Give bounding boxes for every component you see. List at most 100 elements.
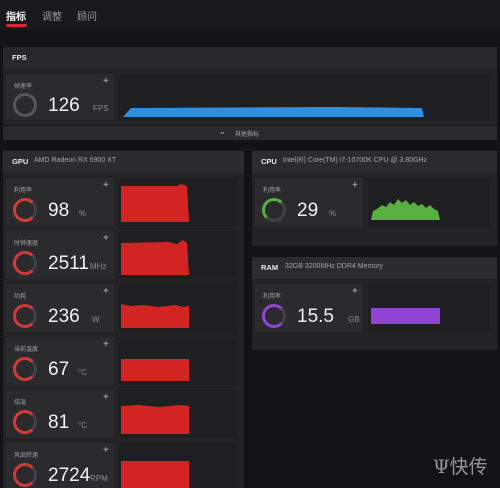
fps-gauge-icon [13, 93, 37, 117]
cpu-utilization-graph-fill [371, 199, 440, 220]
ram-utilization-value: 15.5 [297, 306, 334, 327]
gpu-junction-temp-unit: °C [78, 421, 87, 430]
ram-utilization-card[interactable]: 利用率 + 15.5 GB [255, 284, 363, 332]
gpu-junction-temp-card[interactable]: 结温 + 81 °C [6, 390, 114, 438]
gpu-utilization-graph [119, 178, 237, 226]
gpu-clock-unit: MHz [90, 262, 107, 271]
cpu-panel: CPU Intel(R) Core(TM) i7-10700K CPU @ 3.… [252, 151, 497, 246]
cpu-model: Intel(R) Core(TM) i7-10700K CPU @ 3.80GH… [283, 157, 428, 164]
gpu-model: AMD Radeon RX 6900 XT [34, 157, 117, 164]
tab-tuning[interactable]: 调整 [42, 12, 62, 23]
gpu-temp-card[interactable]: 当前温度 + 67 °C [6, 337, 114, 385]
cpu-utilization-value: 29 [297, 200, 319, 221]
ram-utilization-graph-svg [371, 308, 440, 324]
gpu-clock-label: 时钟速度 [14, 241, 39, 247]
gpu-junction-temp-graph-svg [121, 405, 189, 434]
gpu-panel: GPU AMD Radeon RX 6900 XT 利用率 + 98 % 时钟速… [3, 151, 244, 488]
add-icon[interactable]: + [103, 76, 109, 87]
cpu-utilization-graph [368, 178, 490, 226]
ram-panel: RAM 32GB 3200MHz DDR4 Memory 利用率 + 15.5 … [252, 257, 497, 350]
gpu-utilization-graph-svg [121, 184, 189, 222]
fps-panel: FPS 帧速率 + 126 FPS [3, 47, 497, 125]
gpu-temp-unit: °C [78, 368, 87, 377]
gpu-fan-speed-graph-svg [121, 461, 189, 488]
gpu-power-value: 236 [48, 306, 80, 327]
add-icon[interactable]: + [103, 339, 109, 350]
gpu-utilization-graph-fill [121, 184, 189, 222]
gpu-power-unit: W [92, 315, 100, 324]
add-icon[interactable]: + [103, 286, 109, 297]
fps-card-label: 帧速率 [14, 84, 33, 90]
ram-utilization-unit: GB [348, 315, 360, 324]
ram-utilization-label: 利用率 [263, 294, 282, 300]
gpu-power-graph [119, 284, 237, 332]
cpu-utilization-card[interactable]: 利用率 + 29 % [255, 178, 363, 226]
gpu-temp-graph-svg [121, 359, 189, 381]
add-icon[interactable]: + [103, 180, 109, 191]
fps-graph-fill [123, 107, 424, 117]
gpu-fan-speed-graph-fill [121, 461, 189, 488]
gpu-power-label: 功耗 [14, 294, 27, 300]
cpu-panel-title: CPU [261, 157, 277, 166]
gpu-utilization-card[interactable]: 利用率 + 98 % [6, 178, 114, 226]
fps-graph-svg [123, 107, 424, 117]
cpu-utilization-graph-svg [371, 199, 440, 220]
ram-panel-header: RAM 32GB 3200MHz DDR4 Memory [252, 257, 497, 279]
gpu-temp-graph-fill [121, 359, 189, 381]
fps-panel-header: FPS [3, 47, 497, 69]
cpu-utilization-label: 利用率 [263, 188, 282, 194]
fps-card[interactable]: 帧速率 + 126 FPS [6, 74, 114, 120]
gpu-clock-graph-fill [121, 240, 189, 275]
fps-graph [119, 74, 490, 120]
gpu-fan-speed-gauge-icon [13, 463, 37, 487]
gpu-utilization-unit: % [79, 209, 87, 218]
gpu-power-gauge-icon [13, 304, 37, 328]
gpu-temp-value: 67 [48, 359, 70, 380]
gpu-clock-gauge-icon [13, 251, 37, 275]
gpu-power-graph-svg [121, 304, 189, 328]
gpu-utilization-label: 利用率 [14, 188, 33, 194]
gpu-clock-card[interactable]: 时钟速度 + 2511 MHz [6, 231, 114, 279]
cpu-panel-header: CPU Intel(R) Core(TM) i7-10700K CPU @ 3.… [252, 151, 497, 173]
ram-model: 32GB 3200MHz DDR4 Memory [285, 263, 384, 270]
add-icon[interactable]: + [352, 180, 358, 191]
gpu-junction-temp-label: 结温 [14, 400, 27, 406]
gpu-fan-speed-card[interactable]: 风扇转速 + 2724 RPM [6, 443, 114, 488]
add-icon[interactable]: + [103, 233, 109, 244]
add-icon[interactable]: + [103, 392, 109, 403]
cpu-utilization-unit: % [329, 209, 337, 218]
gpu-utilization-value: 98 [48, 200, 70, 221]
gpu-fan-speed-value: 2724 [48, 465, 91, 486]
fps-panel-title: FPS [12, 53, 27, 62]
gpu-panel-header: GPU AMD Radeon RX 6900 XT [3, 151, 244, 173]
gpu-panel-title: GPU [12, 157, 29, 166]
gpu-temp-label: 当前温度 [14, 347, 39, 353]
tab-metrics[interactable]: 指标 [6, 12, 26, 23]
add-icon[interactable]: + [352, 286, 358, 297]
active-tab-indicator [6, 24, 27, 27]
ram-panel-title: RAM [261, 263, 279, 272]
ram-utilization-graph [368, 284, 490, 332]
gpu-junction-temp-value: 81 [48, 412, 70, 433]
gpu-fan-speed-label: 风扇转速 [14, 453, 39, 459]
fps-unit: FPS [93, 104, 109, 113]
gpu-fan-speed-graph [119, 443, 237, 488]
chevron-down-icon: ⌄ [219, 127, 226, 136]
gpu-temp-gauge-icon [13, 357, 37, 381]
fps-value: 126 [48, 95, 80, 116]
gpu-clock-graph-svg [121, 240, 189, 275]
gpu-power-card[interactable]: 功耗 + 236 W [6, 284, 114, 332]
ram-utilization-graph-fill [371, 308, 440, 324]
gpu-junction-temp-graph-fill [121, 405, 189, 434]
more-metrics-label: 其他指标 [235, 132, 260, 138]
more-metrics-toggle[interactable]: ⌄ 其他指标 [3, 126, 497, 140]
add-icon[interactable]: + [103, 445, 109, 456]
gpu-junction-temp-gauge-icon [13, 410, 37, 434]
top-tab-bar: 指标 调整 顾问 [0, 0, 500, 30]
gpu-clock-graph [119, 231, 237, 279]
tab-advisor[interactable]: 顾问 [77, 12, 97, 23]
ram-utilization-gauge-icon [262, 304, 286, 328]
gpu-fan-speed-unit: RPM [90, 474, 108, 483]
gpu-junction-temp-graph [119, 390, 237, 438]
watermark-logo: Ψ快传 [433, 456, 488, 478]
